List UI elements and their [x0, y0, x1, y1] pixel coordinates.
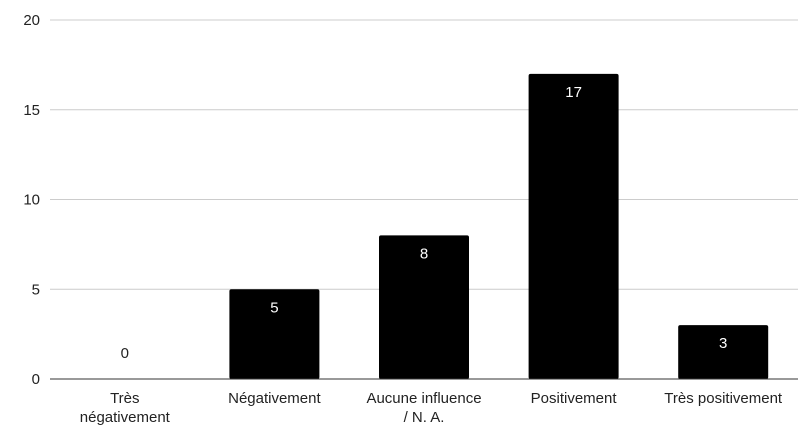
data-label-2: 8 — [420, 245, 428, 262]
category-label-0: Très — [110, 390, 139, 407]
x-axis-categories: Très négativement Négativement Aucune influ… — [80, 390, 783, 426]
bar-4 — [678, 325, 769, 379]
data-label-0: 0 — [121, 345, 129, 362]
bar-2 — [379, 235, 469, 379]
y-tick-label: 20 — [23, 12, 40, 29]
category-label-0: négativement — [80, 409, 171, 426]
category-label-1: Négativement — [228, 390, 321, 407]
category-label-3: Positivement — [531, 390, 618, 407]
y-tick-label: 0 — [32, 371, 40, 388]
data-label-3: 17 — [565, 84, 582, 101]
bar-1 — [229, 289, 320, 379]
data-labels: 0 5 8 17 3 — [121, 84, 728, 362]
y-tick-label: 10 — [23, 192, 40, 209]
category-label-2: / N. A. — [404, 409, 445, 426]
bars — [229, 73, 769, 379]
y-axis-ticks: 0 5 10 15 20 — [23, 12, 40, 388]
category-label-4: Très positivement — [664, 390, 783, 407]
bar-3 — [528, 73, 619, 379]
category-label-2: Aucune influence — [366, 390, 481, 407]
y-tick-label: 5 — [32, 281, 40, 298]
data-label-4: 3 — [719, 335, 727, 352]
y-tick-label: 15 — [23, 102, 40, 119]
data-label-1: 5 — [270, 299, 278, 316]
